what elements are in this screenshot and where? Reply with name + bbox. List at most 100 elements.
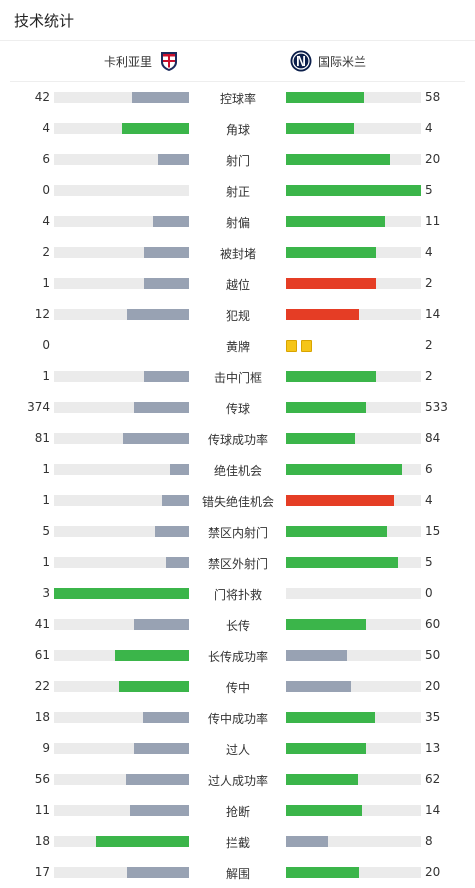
- home-stat-bar-fill: [152, 216, 189, 227]
- away-stat-bar: [286, 588, 421, 599]
- away-stat-bar: [286, 619, 421, 630]
- away-stat-value: 2: [425, 276, 433, 290]
- home-stat-bar-fill: [126, 309, 189, 320]
- away-stat-value: 20: [425, 152, 441, 166]
- away-stat-value: 20: [425, 865, 441, 879]
- home-stat-value: 2: [42, 245, 50, 259]
- home-stat-bar-fill: [133, 402, 189, 413]
- stat-row: 41 长传 60: [0, 609, 475, 640]
- stat-row: 0 黄牌 2: [0, 330, 475, 361]
- stat-label: 传球: [225, 402, 250, 416]
- away-stat-bar-fill: [286, 495, 394, 506]
- home-stat-bar: [54, 650, 189, 661]
- home-stat-bar-fill: [121, 123, 189, 134]
- stat-label: 过人: [225, 743, 250, 757]
- stat-label: 传中: [225, 681, 250, 695]
- away-stat-bar-fill: [286, 867, 359, 878]
- away-stat-bar-fill: [286, 805, 362, 816]
- home-stat-value: 374: [27, 400, 50, 414]
- stat-row: 4 角球 4: [0, 113, 475, 144]
- home-stat-value: 1: [42, 276, 50, 290]
- away-stat-bar-fill: [286, 154, 390, 165]
- stat-label: 黄牌: [225, 340, 250, 354]
- away-stat-bar: [286, 681, 421, 692]
- home-stat-value: 4: [42, 214, 50, 228]
- home-stat-bar: [54, 123, 189, 134]
- home-stat-bar: [54, 216, 189, 227]
- home-stat-value: 22: [34, 679, 50, 693]
- stat-label: 长传成功率: [207, 650, 268, 664]
- away-stat-value: 50: [425, 648, 441, 662]
- home-stat-bar: [54, 836, 189, 847]
- stat-label: 越位: [225, 278, 250, 292]
- home-stat-bar: [54, 309, 189, 320]
- away-stat-value: 35: [425, 710, 441, 724]
- away-stat-value: 14: [425, 307, 441, 321]
- home-stat-bar-fill: [132, 92, 189, 103]
- stat-row: 56 过人成功率 62: [0, 764, 475, 795]
- home-stat-bar-fill: [143, 712, 189, 723]
- stat-label: 过人成功率: [207, 774, 268, 788]
- home-stat-value: 0: [42, 338, 50, 352]
- away-stat-bar: [286, 123, 421, 134]
- home-stat-bar-fill: [114, 650, 189, 661]
- cagliari-crest-icon: [161, 52, 177, 71]
- home-stat-value: 11: [34, 803, 50, 817]
- home-stat-bar-fill: [157, 154, 189, 165]
- stat-label: 射正: [225, 185, 250, 199]
- stat-label: 传中成功率: [207, 712, 268, 726]
- home-stat-bar: [54, 92, 189, 103]
- home-stat-value: 9: [42, 741, 50, 755]
- home-stat-bar: [54, 371, 189, 382]
- away-stat-bar: [286, 650, 421, 661]
- home-stat-value: 56: [34, 772, 50, 786]
- away-stat-value: 4: [425, 121, 433, 135]
- away-stat-value: 20: [425, 679, 441, 693]
- home-team[interactable]: 卡利亚里: [104, 50, 180, 72]
- home-stat-bar: [54, 526, 189, 537]
- stat-row: 1 越位 2: [0, 268, 475, 299]
- home-stat-bar: [54, 681, 189, 692]
- stat-row: 4 射偏 11: [0, 206, 475, 237]
- away-stat-bar-fill: [286, 433, 355, 444]
- home-stat-value: 0: [42, 183, 50, 197]
- home-stat-value: 3: [42, 586, 50, 600]
- stat-row: 1 禁区外射门 5: [0, 547, 475, 578]
- inter-crest-icon: [290, 50, 312, 72]
- home-stat-bar-fill: [133, 619, 189, 630]
- away-stat-value: 15: [425, 524, 441, 538]
- away-team[interactable]: 国际米兰: [290, 50, 366, 72]
- stat-row: 42 控球率 58: [0, 82, 475, 113]
- stat-row: 18 传中成功率 35: [0, 702, 475, 733]
- stat-row: 81 传球成功率 84: [0, 423, 475, 454]
- away-stat-bar-fill: [286, 836, 328, 847]
- stat-row: 18 拦截 8: [0, 826, 475, 857]
- stat-label: 射门: [225, 154, 250, 168]
- away-stat-bar: [286, 743, 421, 754]
- away-stat-bar-fill: [286, 557, 399, 568]
- home-stat-bar: [54, 278, 189, 289]
- page-title: 技术统计: [14, 11, 75, 30]
- away-stat-bar-fill: [286, 371, 377, 382]
- away-stat-bar: [286, 92, 421, 103]
- home-stat-value: 5: [42, 524, 50, 538]
- home-stat-bar-fill: [144, 371, 189, 382]
- home-stat-bar: [54, 495, 189, 506]
- away-stat-value: 2: [425, 369, 433, 383]
- away-stat-value: 4: [425, 245, 433, 259]
- away-stat-value: 58: [425, 90, 441, 104]
- away-stat-value: 84: [425, 431, 441, 445]
- stat-row: 0 射正 5: [0, 175, 475, 206]
- away-stat-bar: [286, 402, 421, 413]
- home-stat-value: 6: [42, 152, 50, 166]
- stat-label: 绝佳机会: [213, 464, 262, 478]
- home-stat-value: 1: [42, 493, 50, 507]
- stat-row: 61 长传成功率 50: [0, 640, 475, 671]
- away-stat-bar: [286, 309, 421, 320]
- away-stat-value: 11: [425, 214, 441, 228]
- home-stat-value: 17: [34, 865, 50, 879]
- home-stat-value: 1: [42, 462, 50, 476]
- home-stat-bar-fill: [129, 805, 189, 816]
- stat-label: 门将扑救: [213, 588, 262, 602]
- stat-row: 2 被封堵 4: [0, 237, 475, 268]
